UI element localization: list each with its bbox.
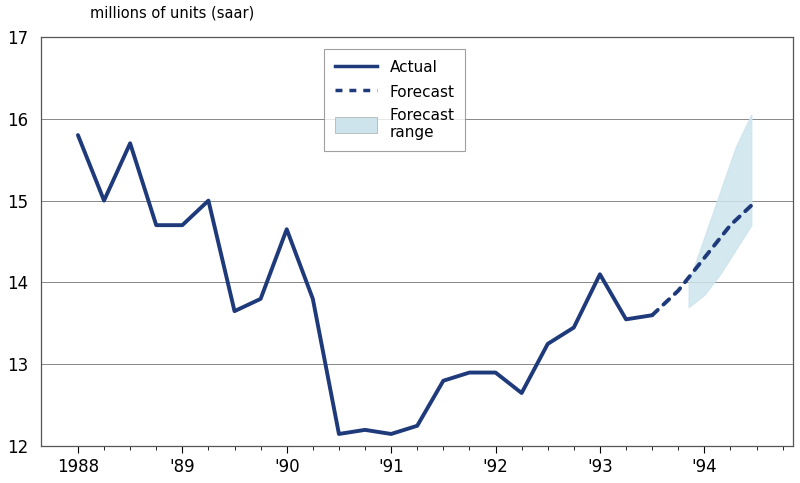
Text: millions of units (saar): millions of units (saar) [90, 5, 254, 20]
Legend: Actual, Forecast, Forecast
range: Actual, Forecast, Forecast range [324, 49, 466, 151]
